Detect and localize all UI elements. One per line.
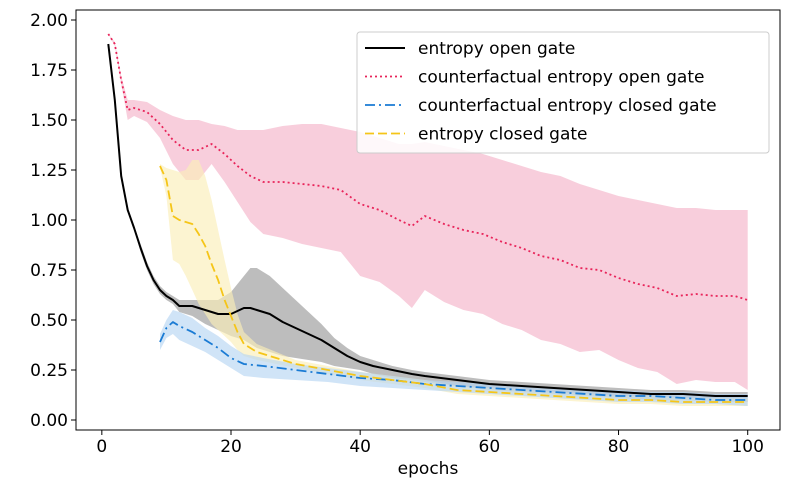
x-axis-ticks: 0 20 40 60 80 100 (96, 430, 764, 457)
legend-label-counterfactual-entropy-open-gate: counterfactual entropy open gate (418, 68, 704, 88)
y-tick-label: 1.50 (30, 111, 68, 131)
x-tick-label: 100 (731, 437, 763, 457)
y-tick-label: 2.00 (30, 11, 68, 31)
x-axis-label: epochs (398, 459, 459, 479)
legend-entries: entropy open gate counterfactual entropy … (365, 39, 717, 145)
legend-label-entropy-closed-gate: entropy closed gate (418, 125, 588, 145)
y-axis-ticks: 0.00 0.25 0.50 0.75 1.00 1.25 1.50 1.75 2.00 (30, 11, 76, 431)
counterfactual-entropy-closed-gate-band (160, 310, 748, 406)
legend-box (356, 31, 770, 154)
x-tick-label: 40 (349, 437, 371, 457)
y-tick-label: 1.00 (30, 211, 68, 231)
counterfactual-entropy-closed-gate-line (159, 321, 748, 401)
y-tick-label: 0.25 (30, 361, 68, 381)
counterfactual-entropy-open-gate-band (108, 34, 748, 390)
y-tick-label: 1.75 (30, 61, 68, 81)
x-tick-label: 80 (608, 437, 630, 457)
x-tick-label: 0 (96, 437, 107, 457)
legend-label-counterfactual-entropy-closed-gate: counterfactual entropy closed gate (418, 96, 717, 116)
y-tick-label: 0.50 (30, 311, 68, 331)
legend: entropy open gate counterfactual entropy … (356, 31, 770, 154)
series-lines (107, 33, 748, 403)
y-tick-label: 0.00 (30, 411, 68, 431)
y-tick-label: 1.25 (30, 161, 68, 181)
counterfactual-entropy-open-gate-line (107, 33, 748, 301)
entropy-open-gate-line (107, 43, 748, 397)
legend-label-entropy-open-gate: entropy open gate (418, 39, 575, 59)
y-tick-label: 0.75 (30, 261, 68, 281)
x-tick-label: 20 (220, 437, 242, 457)
entropy-closed-gate-line (159, 165, 748, 403)
x-tick-label: 60 (479, 437, 501, 457)
